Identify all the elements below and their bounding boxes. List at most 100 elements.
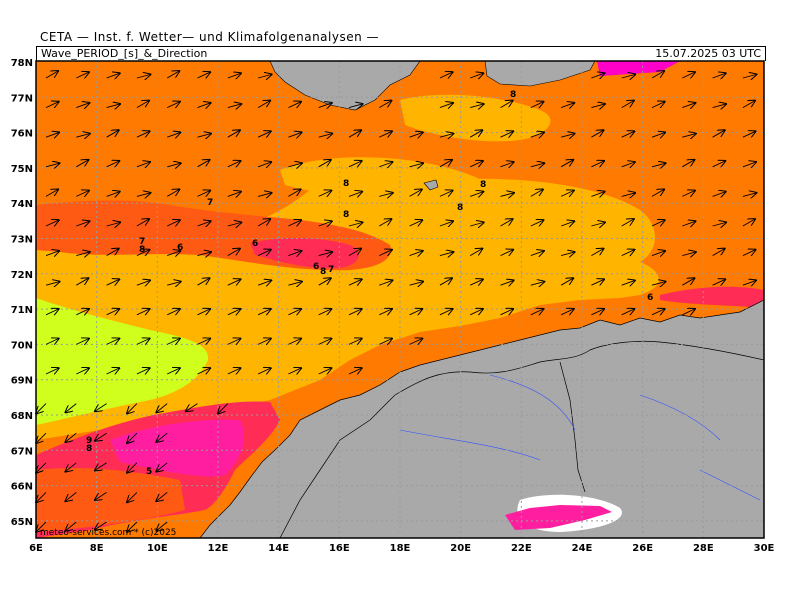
wave-direction-arrow [167,132,180,137]
wave-direction-arrow [439,190,453,196]
wave-direction-arrow [167,251,180,256]
contour-labels: 8 8 8 8 8 7 7 8 6 6 6 8 7 6 9 5 8 [86,90,653,477]
wave-direction-arrow [621,101,634,108]
wave-direction-arrow [379,193,393,197]
lat-tick-label: 76N [11,129,33,140]
wave-direction-arrow [560,103,574,108]
wave-direction-arrow [156,403,168,413]
wave-direction-arrow [95,462,107,471]
lat-tick-label: 74N [11,199,33,210]
wave-direction-arrow [470,73,483,78]
wave-direction-arrow [36,403,47,414]
wave-direction-arrow [348,338,362,344]
wave-direction-arrows [36,71,756,532]
wave-direction-arrow [65,492,77,501]
contour-label: 8 [480,180,486,190]
contour-label: 8 [139,245,145,255]
wave-direction-arrow [167,309,180,315]
wave-direction-arrow [257,338,271,344]
wave-direction-arrow [288,251,301,256]
wave-direction-arrow [318,160,331,168]
wave-direction-arrow [682,309,695,315]
wave-direction-arrow [469,130,482,138]
svalbard-land [269,61,421,111]
wave-direction-arrow [621,219,634,227]
wave-direction-arrow [76,190,89,196]
scandinavia-land [199,299,764,538]
lon-tick-label: 6E [29,543,43,554]
wave-direction-arrow [95,432,107,441]
wave-direction-arrow [257,101,270,108]
period-region-east-red [660,286,764,308]
map-field [36,61,764,538]
wave-direction-arrow [136,280,150,285]
wave-direction-arrow [500,131,514,137]
wave-direction-arrow [530,163,545,167]
wave-direction-arrow [560,252,575,256]
wave-direction-arrow [76,72,89,78]
wave-direction-arrow [470,161,483,167]
lat-tick-label: 77N [11,93,33,104]
wave-direction-arrow [227,249,240,256]
wave-direction-arrow [682,278,694,286]
wave-direction-arrow [288,102,301,108]
wave-direction-arrow [197,221,211,226]
wave-direction-arrow [712,104,727,108]
wave-direction-arrow [318,368,332,374]
wave-direction-arrow [227,309,241,315]
lon-tick-label: 16E [329,543,350,554]
wave-direction-arrow [45,220,59,226]
lon-tick-label: 20E [450,543,471,554]
wave-direction-arrow [106,130,119,138]
wave-direction-arrow [500,219,513,227]
wave-direction-arrow [348,279,362,285]
wave-direction-arrow [45,71,58,79]
wave-direction-arrow [348,161,362,167]
wave-direction-arrow [76,103,89,108]
wave-direction-arrow [409,282,424,286]
lat-tick-label: 70N [11,340,33,351]
wave-direction-arrow [530,189,543,197]
wave-direction-arrow [106,222,121,226]
lon-tick-label: 18E [390,543,411,554]
wave-direction-arrow [651,163,666,167]
wave-direction-arrow [65,403,77,413]
wave-direction-arrow [379,131,392,137]
wave-direction-arrow [712,279,726,285]
period-region-5s-inner [110,419,245,477]
wave-direction-arrow [167,282,181,286]
wave-direction-arrow [348,104,363,108]
wave-direction-arrow [742,193,757,197]
wave-direction-arrow [257,368,271,374]
wave-direction-arrow [136,74,151,78]
wave-direction-arrow [500,280,514,285]
wave-direction-arrow [530,102,544,108]
wave-direction-arrow [318,221,332,226]
wave-direction-arrow [136,131,150,137]
wave-direction-arrow [288,220,301,226]
wave-direction-arrow [167,368,180,374]
wave-direction-arrow [409,251,423,256]
wave-direction-arrow [409,132,423,137]
wave-direction-arrow [439,103,453,108]
border-line-3 [559,361,586,493]
wave-direction-arrow [500,101,513,108]
wave-direction-arrow [45,368,59,374]
wave-direction-arrow [621,131,635,137]
wave-direction-arrow [36,492,47,502]
wave-direction-arrow [560,160,573,168]
wave-direction-arrow [500,162,514,167]
wave-direction-arrow [127,403,138,414]
wave-direction-arrow [379,338,392,344]
river-4 [699,469,761,501]
wave-direction-arrow [257,280,271,285]
wave-direction-arrow [106,249,119,256]
river [489,374,576,431]
wave-direction-arrow [409,189,422,197]
lat-tick-label: 78N [11,58,33,69]
map-title: CETA — Inst. f. Wetter— und Klimafolgena… [40,30,380,44]
wave-direction-arrow [76,309,89,315]
wave-direction-arrow [167,102,180,108]
wave-direction-arrow [591,130,603,138]
wave-direction-arrow [106,368,120,374]
